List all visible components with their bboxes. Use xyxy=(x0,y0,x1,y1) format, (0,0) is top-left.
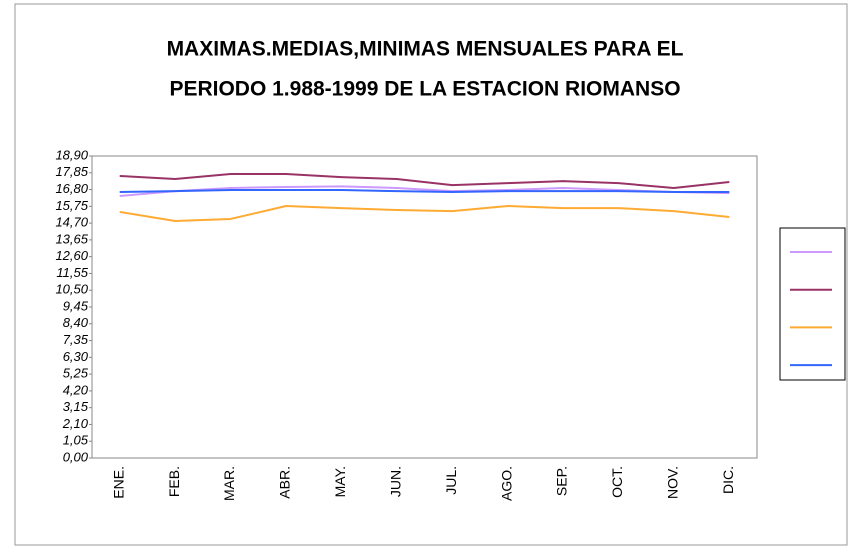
y-tick-label: 1,05 xyxy=(63,433,89,448)
y-tick-label: 9,45 xyxy=(63,298,89,313)
y-tick-label: 8,40 xyxy=(63,315,89,330)
legend xyxy=(779,227,846,381)
x-tick-label: FEB. xyxy=(166,466,182,497)
x-tick-label: MAY. xyxy=(332,466,348,497)
y-tick-label: 17,85 xyxy=(55,164,88,179)
y-tick-label: 11,55 xyxy=(56,265,88,280)
y-tick-label: 6,30 xyxy=(63,349,89,364)
x-tick-label: ABR. xyxy=(277,466,293,499)
series-line xyxy=(119,189,730,193)
x-tick-label: DIC. xyxy=(720,466,736,494)
x-tick-label: SEP. xyxy=(554,466,570,496)
y-tick-label: 14,70 xyxy=(55,215,88,230)
x-tick-label: JUL. xyxy=(443,466,459,495)
y-tick-label: 2,10 xyxy=(62,416,89,431)
y-tick-label: 13,65 xyxy=(55,231,88,246)
y-tick-label: 16,80 xyxy=(55,181,88,196)
plot-area xyxy=(91,155,758,459)
series-line xyxy=(119,205,730,223)
y-tick-label: 4,20 xyxy=(63,382,89,397)
y-tick-label: 5,25 xyxy=(63,366,89,381)
x-tick-label: OCT. xyxy=(609,466,625,498)
x-tick-label: JUN. xyxy=(387,466,403,497)
y-tick-label: 18,90 xyxy=(55,147,88,162)
y-tick-label: 15,75 xyxy=(55,198,88,213)
y-tick-label: 10,50 xyxy=(55,282,88,297)
y-tick-label: 0,00 xyxy=(63,449,89,464)
y-tick-label: 3,15 xyxy=(63,399,89,414)
y-tick-label: 12,60 xyxy=(55,248,88,263)
chart-title: PERIODO 1.988-1999 DE LA ESTACION RIOMAN… xyxy=(169,78,680,101)
chart-frame xyxy=(14,3,848,546)
y-tick-label: 7,35 xyxy=(63,332,89,347)
x-tick-label: ENE. xyxy=(110,466,126,499)
chart-title: MAXIMAS.MEDIAS,MINIMAS MENSUALES PARA EL xyxy=(167,38,684,61)
x-tick-label: NOV. xyxy=(665,466,681,499)
series-line xyxy=(119,173,730,189)
x-tick-label: AGO. xyxy=(498,466,514,501)
x-tick-label: MAR. xyxy=(221,466,237,501)
